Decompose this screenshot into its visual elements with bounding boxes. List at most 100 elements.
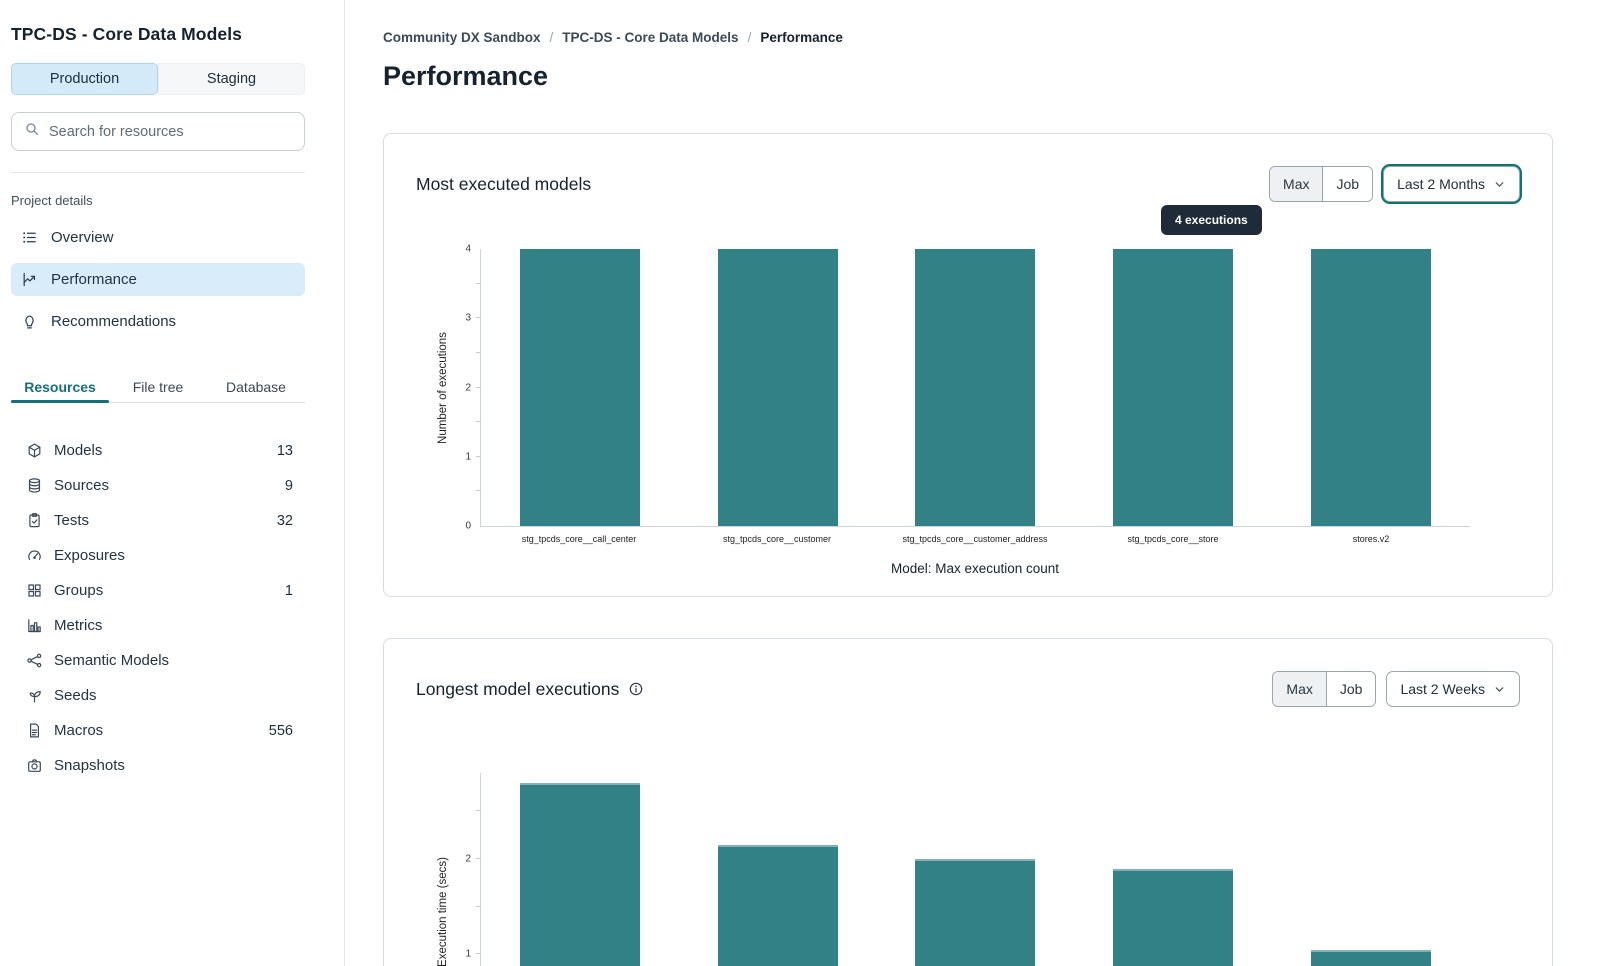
breadcrumb-item: Performance [760,30,843,45]
sidebar-tab[interactable]: File tree [109,371,207,402]
bar-chart-icon [26,617,43,634]
bar[interactable] [1113,868,1234,966]
longest-model-executions-card: Longest model executions Max Job Last 2 … [383,638,1553,966]
job-toggle-button[interactable]: Job [1323,167,1373,201]
nodes-icon [26,652,43,669]
longest-model-executions-chart: 012Execution time (secs) [437,773,1470,966]
resource-list-item[interactable]: Groups 1 [11,573,305,608]
document-icon [26,722,43,739]
gauge-icon [26,547,43,564]
clipboard-check-icon [26,512,43,529]
resource-list-item[interactable]: Models 13 [11,433,305,468]
card-title: Longest model executions [416,678,620,699]
sidebar-nav-item[interactable]: Overview [11,221,305,254]
breadcrumb-separator: / [747,30,752,45]
most-executed-models-chart: 0 1 2 3 4 Number of executions stg_tpcds_core… [437,244,1470,576]
axis-tick [476,455,481,457]
env-staging-button[interactable]: Staging [158,63,305,95]
sidebar-tabs: Resources File tree Database [11,371,305,403]
cube-icon [26,442,43,459]
nav-item-label: Overview [51,229,114,246]
bar[interactable] [717,249,838,526]
resource-label: Models [54,442,103,459]
resource-count: 32 [276,512,293,529]
axis-tick [476,857,481,859]
y-tick-label: 4 [465,243,471,255]
card-header: Most executed models Max Job Last 2 Mont… [416,164,1520,204]
sidebar-nav-item[interactable]: Recommendations [11,305,305,338]
resource-list-item[interactable]: Metrics [11,608,305,643]
axis-tick [476,905,481,907]
resource-list-item[interactable]: Sources 9 [11,468,305,503]
max-job-toggle: Max Job [1269,166,1374,202]
resource-count: 13 [276,442,293,459]
axis-tick [476,490,481,492]
resource-list-item[interactable]: Exposures [11,538,305,573]
resource-label: Seeds [54,687,97,704]
search-box[interactable] [11,112,305,151]
resource-label: Sources [54,477,110,494]
resource-list-item[interactable]: Semantic Models [11,643,305,678]
resource-list-item[interactable]: Seeds [11,678,305,713]
project-nav: Overview Performance Recommendations [11,221,305,338]
resource-list-item[interactable]: Tests 32 [11,503,305,538]
x-tick-label: stores.v2 [1352,534,1390,544]
bar[interactable] [519,249,640,526]
card-header: Longest model executions Max Job Last 2 … [416,669,1520,709]
info-icon[interactable] [628,681,644,697]
max-job-toggle: Max Job [1272,671,1377,707]
y-tick-label: 0 [465,520,471,532]
y-tick-label: 2 [465,382,471,393]
search-input[interactable] [49,123,292,140]
axis-tick [476,317,481,319]
list-icon [21,229,38,246]
y-tick-label: 1 [465,451,471,463]
y-tick-label: 2 [465,853,471,865]
breadcrumb-separator: / [549,30,554,45]
sidebar-tab[interactable]: Resources [11,371,109,403]
resource-label: Metrics [54,617,103,634]
page-title: Performance [383,61,549,91]
env-production-button[interactable]: Production [11,63,158,95]
sidebar: TPC-DS - Core Data Models Production Sta… [0,0,345,966]
axis-tick [476,386,481,388]
max-toggle-button[interactable]: Max [1270,167,1324,201]
nav-item-label: Performance [51,271,137,288]
grid-icon [26,582,43,599]
axis-tick [476,810,481,812]
chart-plot: 0 1 2 3 4 Number of executions [437,244,1470,532]
axis-tick [476,282,481,284]
bar[interactable] [1113,249,1234,526]
resource-list-item[interactable]: Snapshots [11,748,305,783]
time-range-dropdown[interactable]: Last 2 Months [1383,166,1520,202]
resource-list: Models 13 Sources 9 Tests 32 Exposures [11,433,305,783]
resource-label: Macros [54,722,104,739]
bar[interactable] [519,782,640,966]
chevron-down-icon [1493,178,1506,191]
bar[interactable] [717,844,838,966]
breadcrumb: Community DX Sandbox / TPC-DS - Core Dat… [383,30,1553,45]
job-toggle-button[interactable]: Job [1326,672,1376,706]
time-range-dropdown[interactable]: Last 2 Weeks [1386,671,1520,707]
bar[interactable] [1311,949,1432,966]
max-toggle-button[interactable]: Max [1273,672,1327,706]
project-title: TPC-DS - Core Data Models [11,24,242,44]
axis-tick [476,953,481,955]
most-executed-models-card: Most executed models Max Job Last 2 Mont… [383,133,1553,597]
bar[interactable] [915,858,1036,966]
seedling-icon [26,687,43,704]
sidebar-nav-item[interactable]: Performance [11,263,305,296]
line-chart-icon [21,271,38,288]
sidebar-tab[interactable]: Database [207,371,305,402]
axis-tick [476,351,481,353]
breadcrumb-item: Community DX Sandbox / [383,30,554,45]
resource-list-item[interactable]: Macros 556 [11,713,305,748]
bar[interactable] [915,249,1036,526]
project-details-label: Project details [11,193,93,208]
bar[interactable] [1311,249,1432,526]
chart-controls: Max Job Last 2 Weeks [1272,671,1520,707]
resource-label: Tests [54,512,90,529]
chart-plot: 012Execution time (secs) [437,773,1470,966]
x-tick-label: stg_tpcds_core__customer_address [902,534,1048,544]
x-tick-label: stg_tpcds_core__call_center [521,534,637,544]
